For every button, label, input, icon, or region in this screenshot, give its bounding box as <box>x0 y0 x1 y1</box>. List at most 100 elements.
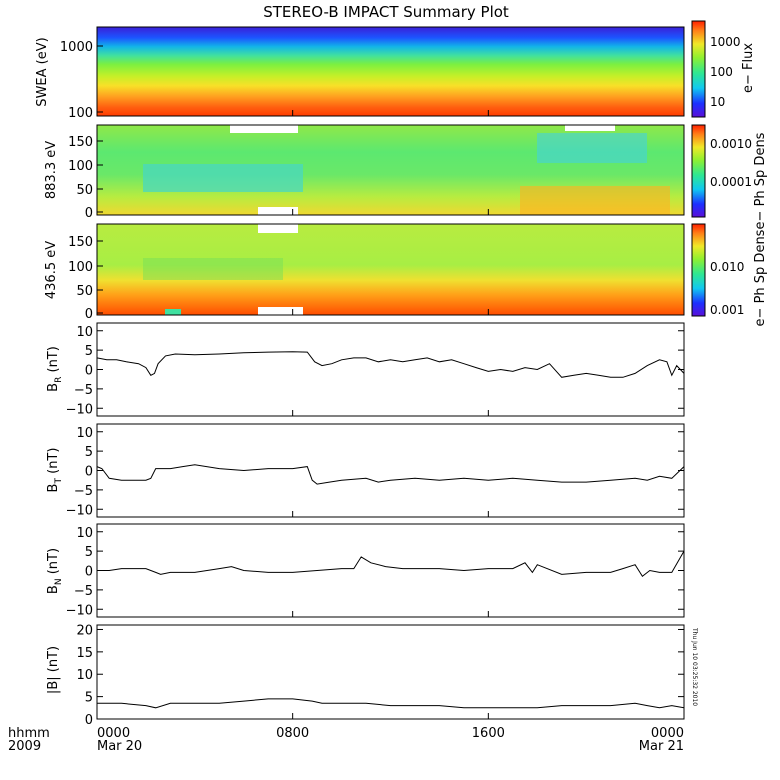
bmag-yticks: 0 5 10 15 20 <box>76 623 684 728</box>
pad883-cyan-top <box>537 133 647 163</box>
bt-ylabel-sub: T <box>54 478 64 485</box>
bn-frame <box>96 523 685 618</box>
bn-yticks: −10 −5 0 5 10 <box>66 526 684 618</box>
bmag-frame <box>96 624 685 720</box>
bmag-ytick-label-2: 10 <box>76 668 93 683</box>
br-frame <box>96 322 685 417</box>
plot-title: STEREO-B IMPACT Summary Plot <box>263 3 509 21</box>
swea-ylabel: SWEA (eV) <box>35 37 50 106</box>
pad883-ylabel: 883.3 eV <box>44 141 59 199</box>
bmag-ylabel: |B| (nT) <box>46 646 61 694</box>
swea-frame <box>96 26 685 117</box>
xdate-label-3: Mar 21 <box>639 739 684 754</box>
pad436-gap-bottom <box>258 307 303 315</box>
bmag-series-line <box>97 698 685 709</box>
pad436-cyan-patch <box>165 309 181 315</box>
xtick-label-1: 0800 <box>276 726 309 741</box>
xaxis-corner-label-year: 2009 <box>8 739 41 754</box>
pad436-gap-top <box>258 224 298 233</box>
pad436-ytick-label-100: 100 <box>68 260 93 275</box>
panel-swea: 1000 100 SWEA (eV) 1000 100 10 e− Flux <box>35 20 756 121</box>
pad436-cbar-tick-low: 0.001 <box>710 303 744 317</box>
bn-ylabel-unit: (nT) <box>46 548 61 578</box>
pad436-green-band <box>143 258 283 280</box>
swea-cbar-tick-10: 10 <box>710 95 725 109</box>
pad883-gap-bottom <box>258 207 298 215</box>
bn-ylabel-sub: N <box>54 578 64 585</box>
pad883-cbar-tick-high: 0.0010 <box>710 137 752 151</box>
pad436-frame <box>96 223 685 316</box>
pad883-ytick-label-100: 100 <box>68 159 93 174</box>
bmag-ytick-label-1: 5 <box>85 691 93 706</box>
br-yticks: −10 −5 0 5 10 <box>66 325 684 417</box>
bt-frame <box>96 423 685 518</box>
bt-ytick-label-4: 10 <box>76 426 93 441</box>
pad883-cyan-band <box>143 164 303 192</box>
swea-cbar-label: e− Flux <box>741 43 756 93</box>
pad883-yticks <box>97 140 103 213</box>
swea-ytick-label-1000: 1000 <box>60 40 93 55</box>
panel-bmag: 0 5 10 15 20 |B| (nT) Thu Jun 10 03:25:32 20… <box>46 623 698 728</box>
pad436-ytick-label-50: 50 <box>76 284 93 299</box>
xaxis-corner-label-hhmm: hhmm <box>8 726 50 741</box>
swea-cbar-tick-100: 100 <box>710 65 733 79</box>
br-ylabel-sub: R <box>54 377 64 383</box>
pad883-cbar-label: e− Ph Sp Dens <box>753 132 768 229</box>
bt-ylabel-unit: (nT) <box>46 448 61 478</box>
panel-pad436: 0 50 100 150 436.5 eV 0.010 0.001 e− Ph … <box>44 223 768 326</box>
panel-br: −10 −5 0 5 10 BR (nT) <box>46 322 685 417</box>
bt-ytick-label-3: 5 <box>85 445 93 460</box>
swea-colorbar <box>691 20 706 118</box>
br-ytick-label-1: −5 <box>74 383 93 398</box>
pad883-cbar-tick-low: 0.0001 <box>710 175 752 189</box>
generation-timestamp: Thu Jun 10 03:25:32 2010 <box>691 627 698 706</box>
bn-ytick-label-2: 0 <box>85 565 93 580</box>
xtick-label-2: 1600 <box>472 726 505 741</box>
br-ylabel-base: B <box>46 383 61 392</box>
bmag-ytick-label-0: 0 <box>85 713 93 728</box>
bmag-ytick-label-3: 15 <box>76 646 93 661</box>
panel-pad883: 0 50 100 150 883.3 eV 0.0010 0.0001 e− P… <box>44 124 768 229</box>
pad883-orange-bottom <box>520 186 670 215</box>
br-ytick-label-2: 0 <box>85 364 93 379</box>
pad883-gap-top <box>230 125 298 133</box>
br-ytick-label-4: 10 <box>76 325 93 340</box>
pad883-colorbar <box>691 124 706 218</box>
bt-ytick-label-0: −10 <box>66 503 93 518</box>
pad436-ytick-label-0: 0 <box>85 307 93 322</box>
bt-yticks: −10 −5 0 5 10 <box>66 426 684 518</box>
pad436-cbar-label: e− Ph Sp Dens <box>753 229 768 326</box>
pad883-frame <box>96 124 685 216</box>
bn-ylabel-base: B <box>46 585 61 594</box>
bn-ytick-label-0: −10 <box>66 603 93 618</box>
bmag-ytick-label-4: 20 <box>76 623 93 638</box>
panel-bn: −10 −5 0 5 10 BN (nT) <box>46 523 685 618</box>
xdate-label-0: Mar 20 <box>97 739 142 754</box>
bn-series-line <box>97 550 685 578</box>
bt-ylabel-base: B <box>46 484 61 493</box>
panel-bt: −10 −5 0 5 10 BT (nT) <box>46 423 685 518</box>
swea-spectrogram <box>97 27 684 116</box>
bt-ytick-label-2: 0 <box>85 465 93 480</box>
bn-ylabel: BN (nT) <box>46 548 64 594</box>
pad436-yticks <box>97 240 103 314</box>
bt-ytick-label-1: −5 <box>74 484 93 499</box>
bt-ylabel: BT (nT) <box>46 448 64 493</box>
xtick-label-3: 0000 <box>651 726 684 741</box>
pad883-ytick-label-50: 50 <box>76 183 93 198</box>
br-ylabel-unit: (nT) <box>46 346 61 376</box>
pad883-ytick-label-150: 150 <box>68 135 93 150</box>
pad436-colorbar <box>691 223 706 317</box>
pad883-ytick-label-0: 0 <box>85 206 93 221</box>
pad436-ylabel: 436.5 eV <box>44 241 59 299</box>
br-ytick-label-0: −10 <box>66 402 93 417</box>
br-ylabel: BR (nT) <box>46 346 64 392</box>
xtick-label-0: 0000 <box>97 726 130 741</box>
br-ytick-label-3: 5 <box>85 344 93 359</box>
pad436-ytick-label-150: 150 <box>68 235 93 250</box>
bn-ytick-label-4: 10 <box>76 526 93 541</box>
swea-cbar-tick-1000: 1000 <box>710 35 741 49</box>
pad883-gap-top-right <box>565 125 615 131</box>
